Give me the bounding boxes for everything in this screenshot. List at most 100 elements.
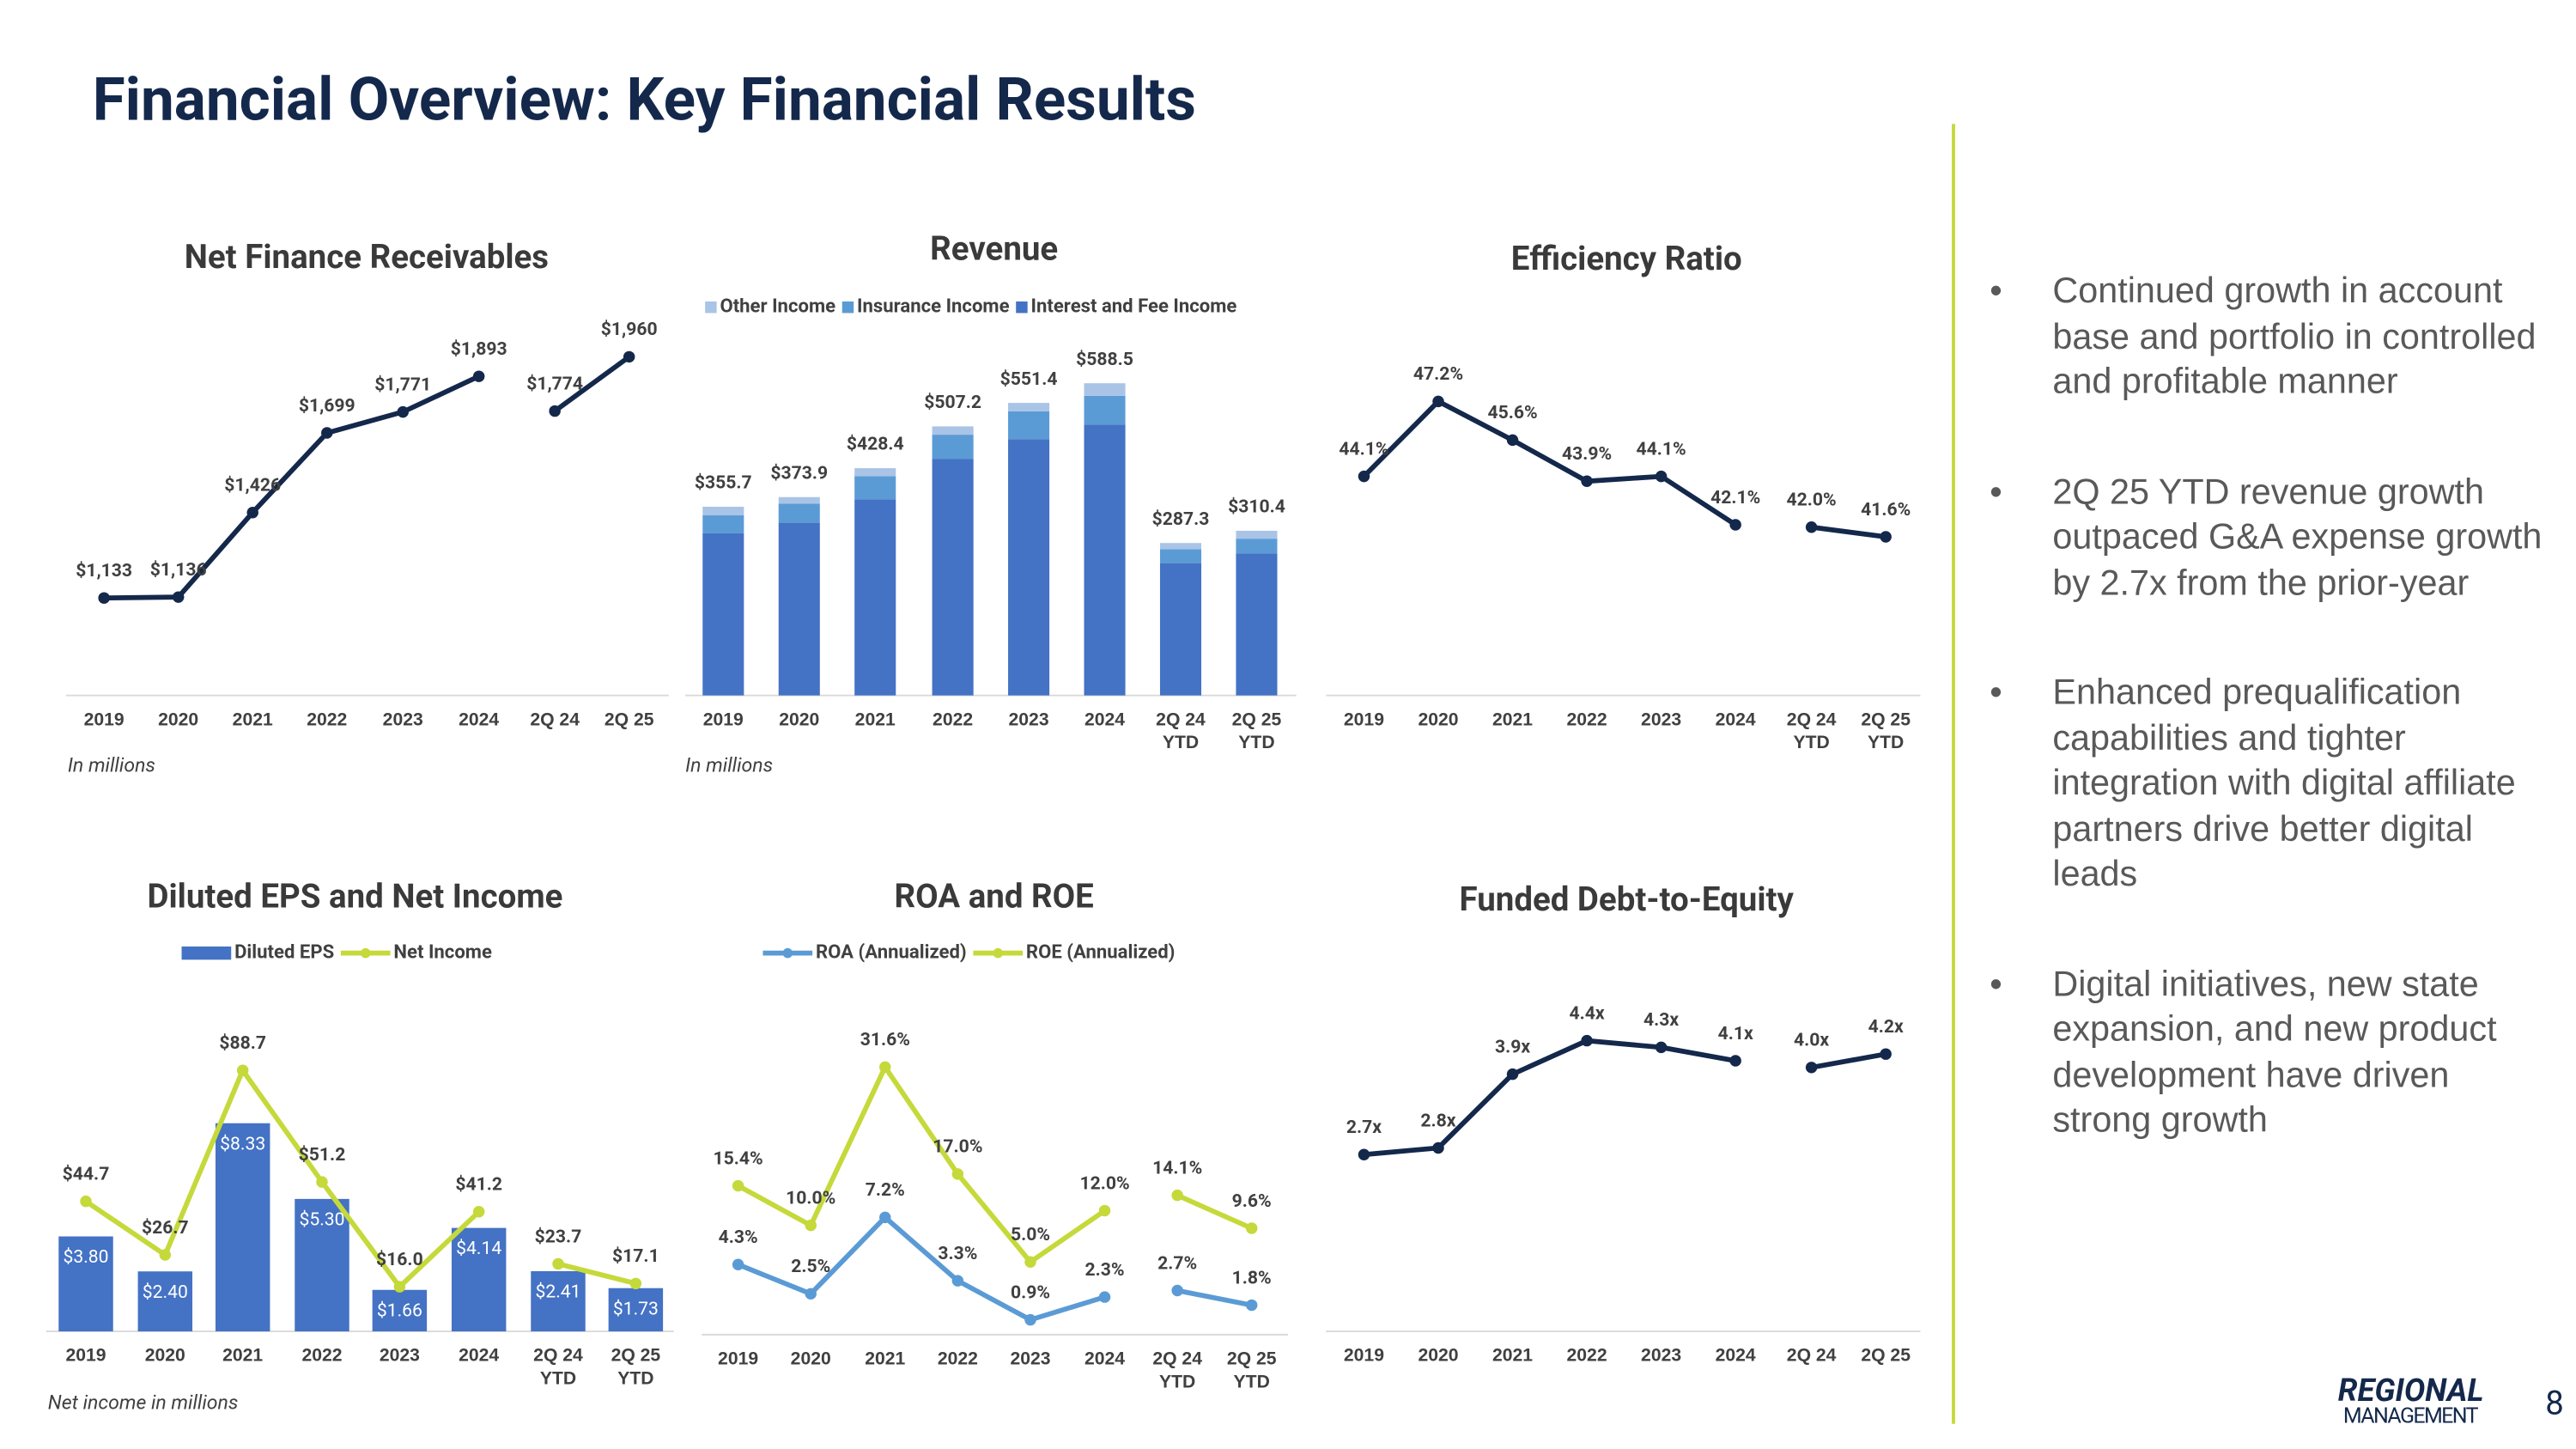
total-label: $428.4: [847, 434, 904, 455]
marker: [1729, 519, 1741, 531]
x-tick-label: 2024: [1084, 1349, 1126, 1370]
x-tick-label: 2020: [790, 1349, 831, 1370]
value-label: $88.7: [219, 1032, 266, 1054]
value-label: 15.4%: [714, 1148, 763, 1169]
note: Net income in millions: [48, 1391, 239, 1415]
x-tick-label: 2020: [144, 1346, 185, 1367]
x-tick-label: 2Q 24 YTD: [1156, 709, 1206, 753]
x-tick-box: 2023: [382, 709, 423, 731]
x-tick-box: 2Q 24 YTD: [533, 1346, 583, 1390]
value-label: 41.6%: [1861, 499, 1911, 521]
value-label: 42.1%: [1710, 487, 1760, 508]
x-tick-label: 2022: [933, 709, 974, 731]
x-tick-box: 2022: [1567, 710, 1607, 730]
x-tick-label: 2Q 24 YTD: [533, 1346, 583, 1390]
logo-bottom: MANAGEMENT: [2343, 1404, 2479, 1429]
bar: [1084, 424, 1126, 696]
bar: [1008, 439, 1050, 696]
x-tick-label: 2020: [1418, 709, 1459, 731]
value-label: 4.3%: [719, 1227, 758, 1248]
marker: [879, 1211, 891, 1224]
x-tick-box: 2Q 25 YTD: [1232, 710, 1282, 753]
bar: [932, 459, 974, 696]
marker: [623, 350, 635, 363]
x-tick-box: 2022: [1567, 1346, 1607, 1366]
x-tick-box: 2023: [1641, 1346, 1681, 1366]
logo-top: REGIONAL: [2338, 1372, 2484, 1409]
x-tick-label: 2023: [1008, 709, 1049, 731]
marker: [1880, 1048, 1892, 1060]
x-tick-box: 2Q 24 YTD: [1152, 1349, 1202, 1393]
x-tick-label: 2Q 25 YTD: [1226, 1349, 1277, 1393]
marker: [1171, 1189, 1183, 1202]
x-tick-label: 2021: [222, 1346, 264, 1367]
total-label: $588.5: [1076, 349, 1133, 370]
marker: [236, 1064, 249, 1076]
value-label: 3.3%: [938, 1243, 977, 1264]
value-label: $1,136: [150, 559, 207, 581]
x-tick-label: 2021: [865, 1349, 906, 1370]
legend-swatch: [993, 947, 1004, 959]
line: [104, 374, 480, 601]
x-tick-label: 2021: [232, 709, 273, 731]
value-label: 44.1%: [1637, 438, 1686, 460]
bar: [1159, 543, 1202, 550]
note: In millions: [68, 753, 155, 776]
value-label: 31.6%: [860, 1029, 910, 1050]
x-tick-box: 2022: [307, 710, 347, 730]
x-tick-label: 2023: [382, 709, 423, 731]
value-label: 45.6%: [1487, 402, 1537, 423]
bar: [451, 1227, 507, 1332]
line: [1364, 1038, 1736, 1158]
total-label: $355.7: [695, 472, 752, 494]
value-label: 5.0%: [1011, 1224, 1050, 1245]
line: [1811, 1051, 1886, 1070]
value-label: $1,771: [374, 374, 431, 395]
bar: [372, 1289, 428, 1332]
x-tick-box: 2019: [703, 710, 744, 730]
x-tick-box: 2Q 24: [530, 710, 580, 730]
marker: [472, 1206, 485, 1218]
bar: [778, 522, 820, 696]
legend-label: Insurance Income: [857, 295, 1010, 318]
marker: [1581, 1034, 1593, 1047]
bar: [1236, 539, 1278, 554]
x-tick-box: 2019: [84, 710, 125, 730]
bar: [137, 1271, 193, 1332]
value-label: 3.9x: [1495, 1036, 1530, 1057]
x-tick-box: 2024: [459, 710, 499, 730]
value-label: $41.2: [455, 1174, 502, 1196]
x-tick-box: 2023: [1641, 709, 1682, 731]
value-label: 7.2%: [866, 1179, 905, 1201]
bar: [1008, 411, 1050, 440]
note: In millions: [685, 753, 773, 776]
value-label: 2.5%: [791, 1256, 830, 1277]
total-label: $310.4: [1228, 496, 1285, 518]
bar: [1159, 563, 1202, 696]
marker: [951, 1275, 964, 1287]
x-tick-box: 2024: [1716, 1346, 1756, 1366]
legend-label: Interest and Fee Income: [1031, 295, 1237, 318]
value-label: $4.14: [456, 1238, 501, 1259]
line: [737, 1062, 1107, 1266]
value-label: $1,699: [299, 395, 355, 417]
x-tick-box: 2022: [301, 1346, 342, 1366]
legend-label: ROA (Annualized): [816, 941, 967, 963]
marker: [1024, 1256, 1036, 1268]
value-label: 4.1x: [1718, 1023, 1753, 1044]
x-tick-label: 2Q 24 YTD: [1152, 1349, 1202, 1393]
chart-title: Diluted EPS and Net Income: [147, 877, 562, 916]
value-label: $2.41: [535, 1282, 580, 1303]
marker: [1024, 1313, 1036, 1326]
x-tick-box: 2020: [1418, 1346, 1458, 1366]
x-tick-label: 2019: [65, 1346, 106, 1367]
line: [553, 355, 631, 413]
x-tick-box: 2023: [1008, 709, 1049, 731]
marker: [1432, 1142, 1444, 1154]
marker: [732, 1179, 744, 1192]
bar: [854, 468, 896, 477]
x-tick-box: 2019: [65, 1346, 106, 1367]
x-tick-label: 2Q 24: [1786, 1346, 1837, 1367]
x-tick-label: 2023: [1641, 709, 1682, 731]
